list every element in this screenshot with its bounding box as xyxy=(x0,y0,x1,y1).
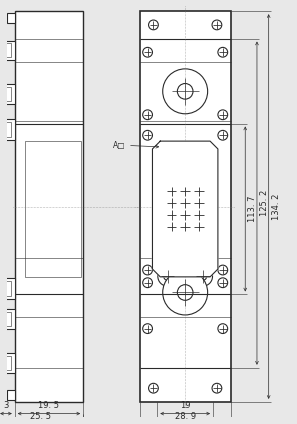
Text: 3: 3 xyxy=(3,401,9,410)
Circle shape xyxy=(218,110,228,120)
Bar xyxy=(0,353,15,373)
Circle shape xyxy=(163,69,208,114)
Circle shape xyxy=(193,267,213,286)
Circle shape xyxy=(143,265,152,275)
Polygon shape xyxy=(152,141,218,277)
Bar xyxy=(1,356,11,370)
Circle shape xyxy=(163,198,169,204)
Bar xyxy=(1,44,11,57)
Bar xyxy=(25,141,81,277)
Circle shape xyxy=(218,278,228,287)
Bar xyxy=(15,11,83,402)
Circle shape xyxy=(163,262,169,268)
Text: 113. 7: 113. 7 xyxy=(248,196,257,222)
Circle shape xyxy=(202,214,208,220)
Circle shape xyxy=(148,383,158,393)
Circle shape xyxy=(218,47,228,57)
Bar xyxy=(0,41,15,60)
Circle shape xyxy=(182,150,188,156)
Circle shape xyxy=(143,324,152,334)
Bar xyxy=(1,281,11,296)
Circle shape xyxy=(163,150,169,156)
Text: 28. 9: 28. 9 xyxy=(175,413,196,421)
Bar xyxy=(0,119,15,140)
Circle shape xyxy=(182,262,188,268)
Circle shape xyxy=(143,110,152,120)
Text: 19. 5: 19. 5 xyxy=(38,401,59,410)
Circle shape xyxy=(202,198,208,204)
Circle shape xyxy=(148,20,158,30)
Text: 25. 5: 25. 5 xyxy=(30,413,51,421)
Circle shape xyxy=(143,131,152,140)
Circle shape xyxy=(199,273,207,280)
Circle shape xyxy=(163,214,169,220)
Bar xyxy=(0,309,15,329)
Circle shape xyxy=(212,20,222,30)
Text: A□: A□ xyxy=(113,140,159,150)
Circle shape xyxy=(218,131,228,140)
Text: 19: 19 xyxy=(180,401,190,410)
Bar xyxy=(140,11,230,402)
Circle shape xyxy=(158,267,177,286)
Circle shape xyxy=(177,84,193,99)
Bar xyxy=(0,278,15,299)
Circle shape xyxy=(212,383,222,393)
Circle shape xyxy=(143,278,152,287)
Circle shape xyxy=(143,47,152,57)
Bar xyxy=(7,13,15,23)
Circle shape xyxy=(202,262,208,268)
Circle shape xyxy=(177,285,193,300)
Bar xyxy=(7,390,15,400)
Text: 134. 2: 134. 2 xyxy=(272,193,281,220)
Circle shape xyxy=(202,150,208,156)
Bar xyxy=(1,122,11,137)
Text: 125. 2: 125. 2 xyxy=(260,190,269,216)
Circle shape xyxy=(218,324,228,334)
Circle shape xyxy=(164,273,171,280)
Bar xyxy=(1,87,11,101)
Circle shape xyxy=(163,270,208,315)
Bar xyxy=(1,312,11,326)
Bar xyxy=(0,84,15,104)
Circle shape xyxy=(218,265,228,275)
